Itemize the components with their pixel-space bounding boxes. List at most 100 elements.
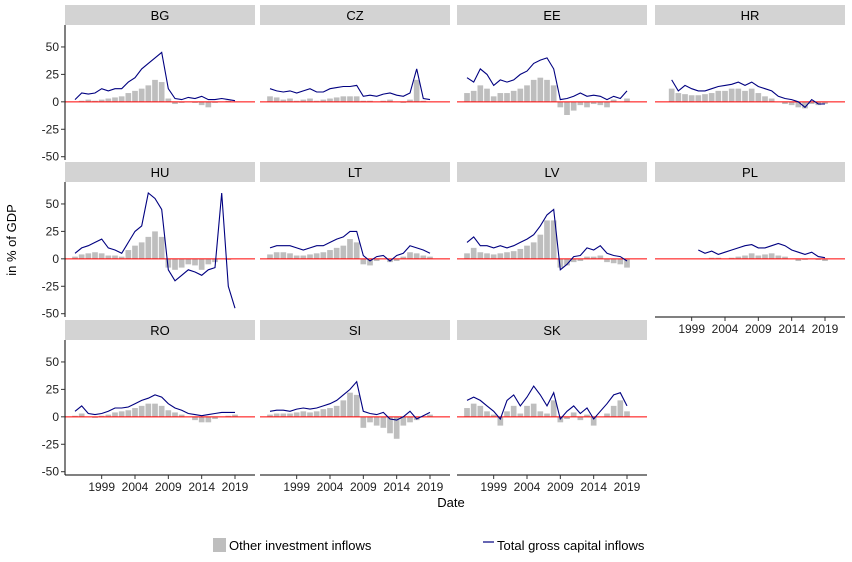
bar xyxy=(125,250,132,259)
bar xyxy=(497,93,504,102)
strip xyxy=(65,320,255,340)
bar xyxy=(715,90,722,102)
bar xyxy=(145,236,152,259)
bar xyxy=(125,410,132,417)
bar xyxy=(524,85,530,102)
bar xyxy=(564,416,570,420)
bar xyxy=(185,258,192,265)
strip-label: RO xyxy=(150,323,170,338)
bar xyxy=(92,100,98,102)
bar xyxy=(293,255,300,259)
bar xyxy=(172,258,178,270)
line xyxy=(466,385,628,421)
bar xyxy=(420,255,427,259)
bar xyxy=(504,93,510,102)
bar xyxy=(327,98,333,102)
bar xyxy=(477,405,484,417)
strip xyxy=(65,5,255,25)
bar xyxy=(477,252,484,259)
bar xyxy=(617,258,624,265)
bar xyxy=(393,416,400,439)
bar xyxy=(570,101,577,111)
bar xyxy=(407,252,413,259)
bar xyxy=(570,258,577,263)
bar xyxy=(477,85,484,102)
bar xyxy=(98,99,105,102)
bar xyxy=(755,255,762,259)
bar xyxy=(748,88,755,102)
bar xyxy=(280,252,287,259)
bar xyxy=(490,96,497,102)
bar xyxy=(590,101,597,105)
bar xyxy=(327,408,333,417)
bar xyxy=(313,411,320,417)
bar xyxy=(347,96,353,102)
line xyxy=(74,51,236,102)
bar xyxy=(92,252,98,259)
x-tick-label: 2014 xyxy=(580,480,607,494)
bar xyxy=(198,416,205,423)
y-tick-label: 25 xyxy=(46,67,60,81)
bar xyxy=(822,258,828,262)
bar xyxy=(118,256,125,259)
bar xyxy=(695,95,702,102)
bar xyxy=(768,98,775,102)
bar xyxy=(225,258,232,260)
bar xyxy=(307,412,313,417)
bar xyxy=(735,256,742,259)
bar xyxy=(597,255,604,259)
bar xyxy=(387,416,393,434)
bar xyxy=(333,247,340,259)
strip-label: LV xyxy=(545,165,560,180)
bar xyxy=(604,413,610,417)
bar xyxy=(387,99,393,102)
bar xyxy=(584,256,590,259)
bar xyxy=(708,257,715,259)
bar xyxy=(584,101,590,108)
bar xyxy=(307,254,313,259)
bar xyxy=(165,258,172,268)
line xyxy=(466,57,628,101)
bar xyxy=(427,256,433,259)
bar xyxy=(138,242,145,259)
strip xyxy=(65,162,255,182)
bar xyxy=(550,85,557,102)
y-tick-label: 50 xyxy=(46,355,60,369)
bar xyxy=(577,258,584,262)
bar xyxy=(198,258,205,270)
strip xyxy=(457,320,647,340)
bar xyxy=(152,231,158,259)
bar xyxy=(138,405,145,417)
bar xyxy=(192,258,198,266)
strip-label: PL xyxy=(742,165,758,180)
y-tick-label: -25 xyxy=(42,437,60,451)
bar xyxy=(158,236,165,259)
bar xyxy=(112,255,118,259)
bar xyxy=(668,88,675,102)
bar xyxy=(300,99,307,102)
x-tick-label: 1999 xyxy=(678,322,705,336)
line xyxy=(698,242,826,259)
legend-label: Total gross capital inflows xyxy=(497,538,645,553)
bar xyxy=(78,413,85,417)
bar xyxy=(340,96,347,102)
bar xyxy=(178,414,185,417)
bar xyxy=(327,250,333,259)
y-tick-label: 0 xyxy=(52,252,59,266)
bar xyxy=(393,258,400,262)
bar xyxy=(550,400,557,417)
bar xyxy=(762,254,768,259)
bar xyxy=(702,94,708,102)
x-tick-label: 2009 xyxy=(350,480,377,494)
strip-label: HR xyxy=(741,8,760,23)
x-tick-label: 2019 xyxy=(812,322,839,336)
bar xyxy=(347,239,353,259)
bar xyxy=(675,93,682,102)
bar xyxy=(158,405,165,417)
bar xyxy=(564,258,570,266)
bar xyxy=(530,79,537,102)
bar xyxy=(530,403,537,417)
bar xyxy=(313,253,320,259)
bar xyxy=(624,258,630,268)
